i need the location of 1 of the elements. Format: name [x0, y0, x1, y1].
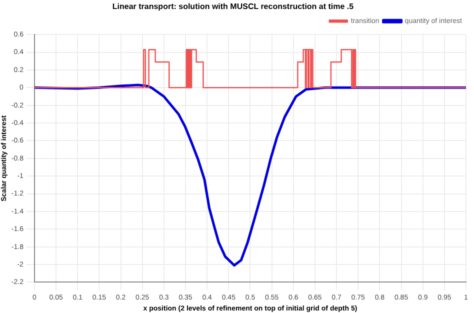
chart-title: Linear transport: solution with MUSCL reconstruction at time .5: [112, 2, 354, 12]
